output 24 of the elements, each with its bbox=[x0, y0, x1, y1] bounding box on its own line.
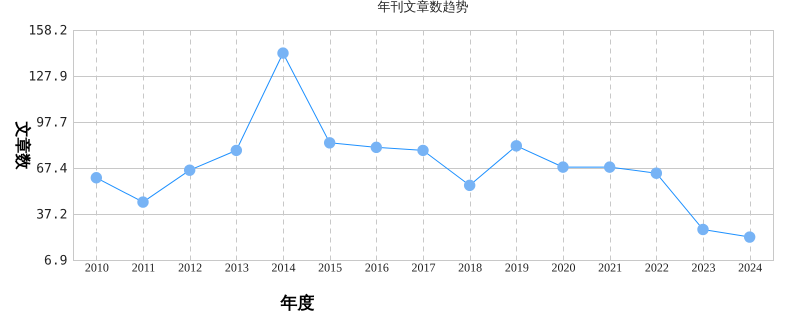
x-tick-label: 2014 bbox=[272, 260, 296, 274]
y-tick-label: 37.2 bbox=[36, 207, 68, 222]
x-tick-label: 2021 bbox=[598, 260, 622, 274]
x-axis-title: 年度 bbox=[280, 294, 314, 312]
y-axis-title: 文章数 bbox=[13, 120, 32, 170]
x-tick-label: 2016 bbox=[364, 260, 389, 274]
y-tick-label: 127.9 bbox=[28, 70, 68, 85]
x-tick-label: 2020 bbox=[552, 260, 576, 274]
y-tick-label: 97.7 bbox=[36, 115, 68, 130]
x-tick-label: 2023 bbox=[692, 260, 716, 274]
chart-title: 年刊文章数趋势 bbox=[378, 0, 468, 14]
x-tick-label: 2011 bbox=[132, 260, 156, 274]
y-tick-label: 6.9 bbox=[44, 254, 68, 268]
x-tick-label: 2017 bbox=[412, 260, 436, 274]
x-tick-label: 2019 bbox=[504, 260, 529, 274]
x-tick-label: 2012 bbox=[178, 260, 202, 274]
y-tick-label: 158.2 bbox=[28, 24, 68, 38]
x-tick-label: 2018 bbox=[458, 260, 482, 274]
x-tick-label: 2010 bbox=[84, 260, 109, 274]
x-tick-label: 2024 bbox=[738, 260, 762, 274]
x-tick-label: 2013 bbox=[224, 260, 249, 274]
y-tick-label: 67.4 bbox=[36, 162, 68, 177]
x-tick-label: 2022 bbox=[644, 260, 669, 274]
x-tick-label: 2015 bbox=[318, 260, 342, 274]
